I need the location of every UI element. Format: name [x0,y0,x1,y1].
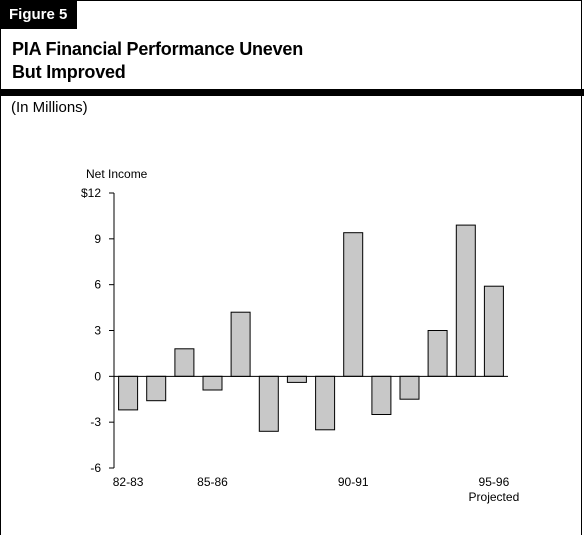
figure-title: PIA Financial Performance Uneven But Imp… [12,38,303,84]
bar-85-86 [202,375,223,391]
bar-86-87 [230,311,251,377]
title-line-2: But Improved [12,62,126,82]
title-line-1: PIA Financial Performance Uneven [12,39,304,59]
figure-label: Figure 5 [1,1,77,29]
y-tick-label: 3 [94,324,101,338]
units-subtitle: (In Millions) [11,99,88,116]
bar-82-83 [118,375,139,411]
bar-88-89 [286,375,307,383]
x-tick-label: 90-91 [338,475,369,489]
bar-95-96 [483,285,504,377]
x-tick-label: 85-86 [197,475,228,489]
y-tick-label: -6 [90,461,101,475]
bar-90-91 [343,232,364,377]
bar-92-93 [399,375,420,400]
title-divider [0,89,584,96]
bar-84-85 [174,348,195,377]
y-tick-label: -3 [90,415,101,429]
bar-87-88 [258,375,279,432]
x-tick-sublabel: Projected [469,490,520,504]
bar-94-95 [455,224,476,377]
x-tick-label: 95-96 [479,475,510,489]
bar-91-92 [371,375,392,415]
y-tick-label: 0 [94,369,101,383]
bar-89-90 [315,375,336,431]
y-tick-label: 6 [94,278,101,292]
x-tick-label: 82-83 [113,475,144,489]
bar-93-94 [427,330,448,377]
y-tick-label: $12 [81,186,101,200]
y-axis-label: Net Income [86,167,148,181]
bar-83-84 [146,375,167,402]
y-tick-label: 9 [94,232,101,246]
